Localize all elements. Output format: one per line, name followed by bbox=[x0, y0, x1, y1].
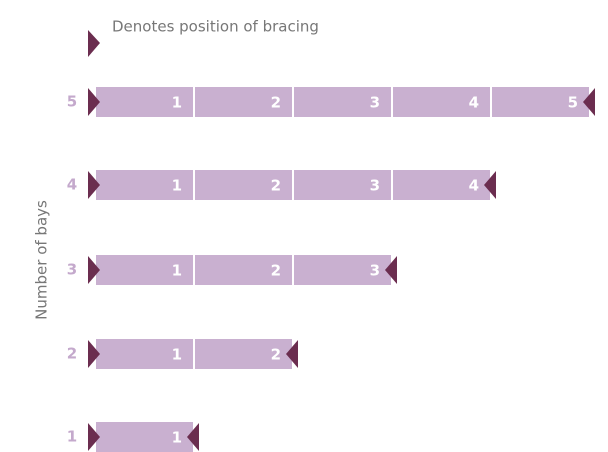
bay bbox=[195, 255, 292, 285]
row-label: 1 bbox=[67, 428, 77, 446]
bracing-left bbox=[88, 256, 100, 284]
bay-label: 2 bbox=[271, 94, 281, 112]
bay bbox=[195, 87, 292, 117]
bracing-left bbox=[88, 88, 100, 116]
bay-label: 3 bbox=[370, 262, 380, 280]
axis-label: Number of bays bbox=[33, 200, 51, 320]
row-label: 5 bbox=[67, 93, 77, 111]
row-label: 4 bbox=[67, 176, 77, 194]
bay bbox=[96, 339, 193, 369]
bracing-right bbox=[286, 340, 298, 368]
legend-marker bbox=[88, 30, 100, 57]
bay bbox=[96, 87, 193, 117]
bracing-left bbox=[88, 340, 100, 368]
bay bbox=[195, 170, 292, 200]
bracing-right bbox=[583, 88, 595, 116]
bay-label: 3 bbox=[370, 94, 380, 112]
bay bbox=[294, 255, 391, 285]
bay-label: 1 bbox=[172, 177, 182, 195]
bay bbox=[96, 170, 193, 200]
bay bbox=[96, 255, 193, 285]
bay-label: 4 bbox=[469, 177, 479, 195]
bracing-right bbox=[484, 171, 496, 199]
bay bbox=[393, 87, 490, 117]
bracing-right bbox=[187, 423, 199, 451]
row-label: 3 bbox=[67, 261, 77, 279]
bay-label: 1 bbox=[172, 94, 182, 112]
bay bbox=[294, 170, 391, 200]
legend-text: Denotes position of bracing bbox=[112, 18, 319, 36]
bay bbox=[492, 87, 589, 117]
bay-label: 5 bbox=[568, 94, 578, 112]
bay-label: 1 bbox=[172, 346, 182, 364]
bay-label: 2 bbox=[271, 346, 281, 364]
row-label: 2 bbox=[67, 345, 77, 363]
bay-label: 1 bbox=[172, 262, 182, 280]
bay-label: 1 bbox=[172, 429, 182, 447]
bay-label: 2 bbox=[271, 177, 281, 195]
bay bbox=[195, 339, 292, 369]
bay-label: 2 bbox=[271, 262, 281, 280]
bay bbox=[96, 422, 193, 452]
bay-label: 4 bbox=[469, 94, 479, 112]
bracing-left bbox=[88, 423, 100, 451]
bay bbox=[393, 170, 490, 200]
bracing-left bbox=[88, 171, 100, 199]
bracing-right bbox=[385, 256, 397, 284]
bay-label: 3 bbox=[370, 177, 380, 195]
bay bbox=[294, 87, 391, 117]
